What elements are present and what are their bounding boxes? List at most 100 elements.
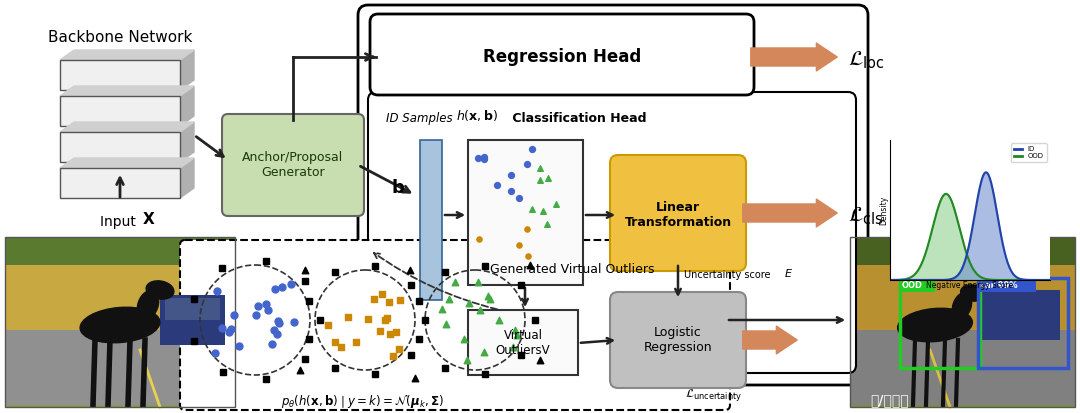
Point: [391, 297, 408, 304]
Text: $E$: $E$: [784, 267, 793, 279]
Polygon shape: [60, 50, 194, 60]
Point: [504, 344, 522, 350]
FancyBboxPatch shape: [610, 292, 746, 388]
Ellipse shape: [137, 290, 159, 320]
Point: [518, 161, 536, 167]
Point: [266, 327, 283, 333]
Text: Linear
Transformation: Linear Transformation: [624, 201, 731, 229]
Bar: [5, 237, 235, 265]
Y-axis label: Density: Density: [879, 195, 889, 225]
Bar: [850, 330, 1075, 405]
Point: [390, 345, 407, 352]
Text: Generated Virtual Outliers: Generated Virtual Outliers: [490, 263, 654, 276]
Point: [538, 221, 555, 227]
Polygon shape: [180, 50, 194, 90]
Polygon shape: [180, 122, 194, 162]
Ellipse shape: [80, 307, 160, 343]
Text: $\mathbf{b}$: $\mathbf{b}$: [391, 179, 405, 197]
Legend: ID, OOD: ID, OOD: [1011, 143, 1047, 162]
FancyBboxPatch shape: [610, 155, 746, 271]
Bar: [60, 168, 180, 198]
Text: $p_{\theta}(h(\mathbf{x}, \mathbf{b}) \mid y = k) = \mathcal{N}(\boldsymbol{\mu}: $p_{\theta}(h(\mathbf{x}, \mathbf{b}) \m…: [282, 393, 445, 410]
Point: [333, 344, 350, 351]
Polygon shape: [60, 86, 194, 96]
FancyBboxPatch shape: [180, 240, 730, 410]
Text: Regression Head: Regression Head: [483, 48, 642, 66]
Point: [460, 299, 477, 306]
Point: [208, 288, 226, 295]
Bar: [850, 265, 1075, 330]
Point: [269, 331, 286, 337]
Bar: [978, 278, 1068, 368]
Point: [502, 172, 519, 178]
Text: ID Samples: ID Samples: [386, 112, 457, 125]
Text: $\mathcal{L}_{\mathrm{loc}}$: $\mathcal{L}_{\mathrm{loc}}$: [848, 49, 885, 71]
Point: [384, 353, 402, 359]
Point: [531, 357, 549, 363]
Text: $\mathbf{X}$: $\mathbf{X}$: [141, 211, 156, 227]
Point: [531, 165, 549, 172]
Bar: [850, 237, 1075, 407]
Point: [446, 279, 463, 286]
Point: [546, 200, 564, 207]
Bar: [978, 278, 1036, 292]
Polygon shape: [180, 158, 194, 198]
FancyBboxPatch shape: [222, 114, 364, 216]
Point: [370, 327, 388, 334]
Point: [519, 252, 537, 259]
Ellipse shape: [146, 281, 174, 299]
Point: [458, 356, 475, 363]
Point: [522, 262, 539, 268]
Point: [437, 321, 455, 328]
Point: [507, 327, 524, 334]
Point: [360, 316, 377, 323]
Bar: [850, 237, 1075, 265]
Text: Anchor/Proposal
Generator: Anchor/Proposal Generator: [242, 151, 343, 179]
Bar: [468, 140, 583, 285]
Point: [231, 343, 248, 349]
Point: [248, 302, 266, 309]
Bar: [160, 295, 225, 345]
Ellipse shape: [960, 285, 985, 301]
Text: 号/量子位: 号/量子位: [870, 393, 908, 407]
Bar: [420, 140, 442, 300]
Point: [502, 188, 519, 195]
Point: [264, 341, 281, 348]
Point: [220, 329, 238, 335]
Text: Classification Head: Classification Head: [508, 112, 647, 125]
Point: [257, 301, 274, 307]
Point: [274, 284, 292, 290]
Point: [489, 182, 507, 188]
Bar: [60, 132, 180, 162]
Text: Virtual
OutliersV: Virtual OutliersV: [496, 329, 551, 357]
Bar: [165, 298, 220, 320]
Point: [339, 313, 356, 320]
Bar: [5, 265, 235, 330]
Point: [206, 349, 224, 356]
Text: Logistic
Regression: Logistic Regression: [644, 326, 713, 354]
Point: [524, 146, 541, 152]
Text: $\mathcal{L}_{\mathrm{cls}}$: $\mathcal{L}_{\mathrm{cls}}$: [848, 205, 883, 227]
Point: [387, 329, 404, 335]
Bar: [900, 278, 935, 292]
FancyBboxPatch shape: [357, 5, 868, 385]
Point: [376, 316, 393, 323]
Ellipse shape: [953, 292, 972, 320]
Point: [475, 154, 492, 161]
Point: [434, 306, 451, 313]
Point: [379, 315, 396, 322]
Point: [482, 296, 499, 302]
Point: [222, 326, 240, 333]
Point: [470, 279, 487, 285]
Point: [285, 318, 302, 325]
Point: [320, 322, 337, 328]
Point: [270, 318, 287, 324]
Point: [480, 292, 497, 299]
Polygon shape: [60, 158, 194, 168]
Polygon shape: [180, 86, 194, 126]
Bar: [60, 96, 180, 126]
Text: Uncertainty score: Uncertainty score: [684, 270, 773, 280]
Text: OOD: OOD: [902, 282, 923, 290]
Point: [470, 235, 487, 242]
Point: [511, 242, 528, 248]
